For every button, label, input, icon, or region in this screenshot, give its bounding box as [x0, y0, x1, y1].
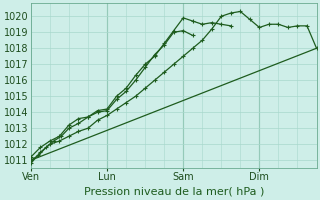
X-axis label: Pression niveau de la mer( hPa ): Pression niveau de la mer( hPa ) [84, 187, 264, 197]
